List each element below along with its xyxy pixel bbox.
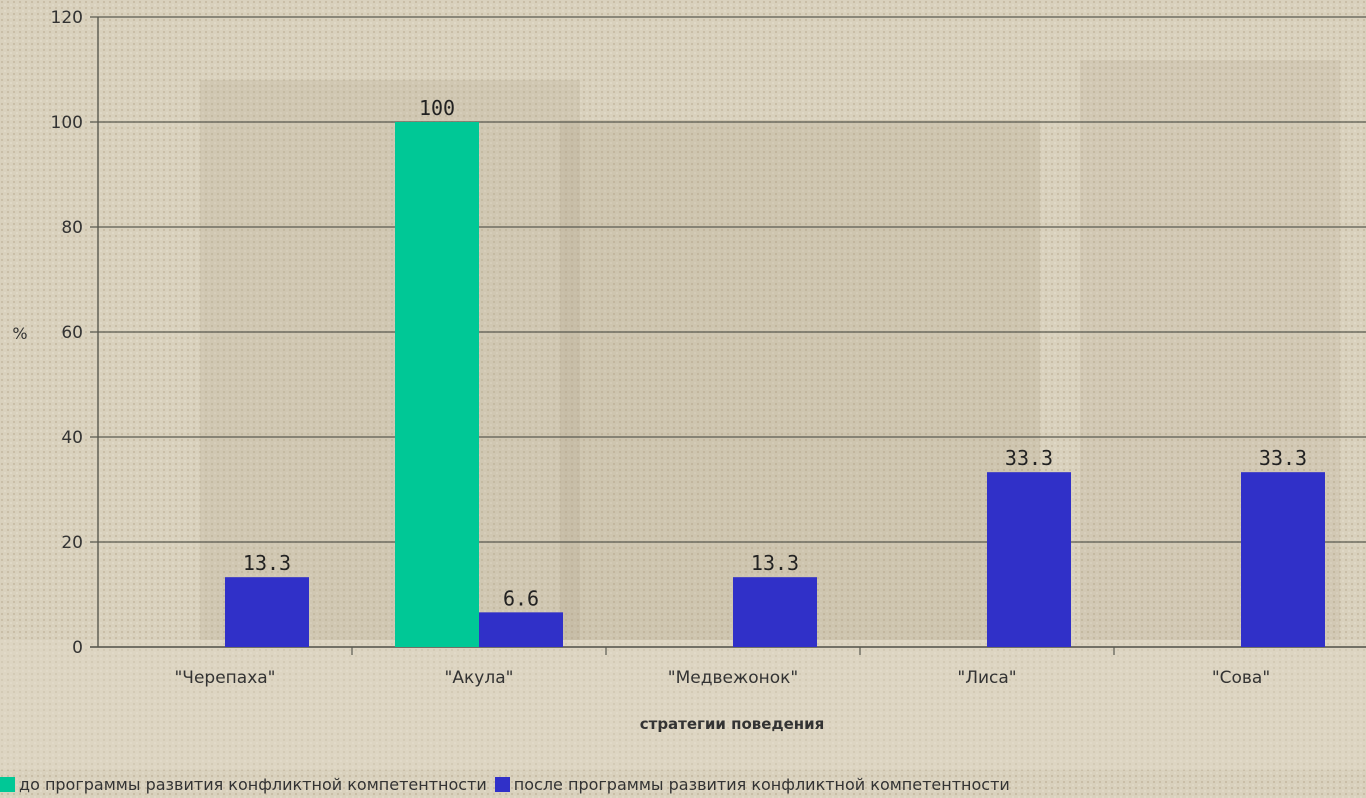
- data-label: 6.6: [503, 586, 539, 610]
- x-category-label: "Акула": [445, 668, 514, 688]
- bar-after: [225, 577, 309, 647]
- legend: до программы развития конфликтной компет…: [0, 772, 1366, 796]
- legend-item-after: после программы развития конфликтной ком…: [494, 774, 1010, 794]
- legend-swatch-after: [494, 776, 510, 792]
- bars: [225, 122, 1325, 647]
- x-category-label: "Лиса": [957, 668, 1016, 688]
- y-axis-title: %: [12, 324, 27, 343]
- bar-after: [1241, 472, 1325, 647]
- x-category-label: "Черепаха": [174, 668, 275, 688]
- data-label: 100: [419, 96, 455, 120]
- legend-item-before: до программы развития конфликтной компет…: [0, 775, 487, 794]
- data-label: 13.3: [751, 551, 799, 575]
- x-category-label: "Медвежонок": [668, 668, 799, 688]
- x-category-label: "Сова": [1212, 668, 1270, 688]
- bar-after: [733, 577, 817, 647]
- y-tick-label: 60: [61, 323, 83, 343]
- legend-label-after: после программы развития конфликтной ком…: [513, 774, 1010, 794]
- y-tick-label: 100: [51, 113, 83, 133]
- data-labels: 13.3 100 6.6 13.3 33.3 33.3: [243, 96, 1307, 610]
- data-label: 33.3: [1259, 446, 1307, 470]
- y-tick-label: 40: [61, 428, 83, 448]
- y-tick-label: 20: [61, 533, 83, 553]
- data-label: 13.3: [243, 551, 291, 575]
- y-tick-label: 120: [51, 8, 83, 28]
- bar-before: [395, 122, 479, 647]
- legend-swatch-before: [0, 776, 15, 792]
- x-axis-title: стратегии поведения: [640, 715, 825, 733]
- y-axis-ticks: 0 20 40 60 80 100 120: [51, 8, 83, 658]
- y-tick-label: 80: [61, 218, 83, 238]
- bar-after: [479, 612, 563, 647]
- x-axis-categories: "Черепаха" "Акула" "Медвежонок" "Лиса" "Сова…: [174, 668, 1270, 688]
- legend-label-before: до программы развития конфликтной компет…: [19, 774, 487, 794]
- y-tick-label: 0: [72, 638, 83, 658]
- bar-after: [987, 472, 1071, 647]
- data-label: 33.3: [1005, 446, 1053, 470]
